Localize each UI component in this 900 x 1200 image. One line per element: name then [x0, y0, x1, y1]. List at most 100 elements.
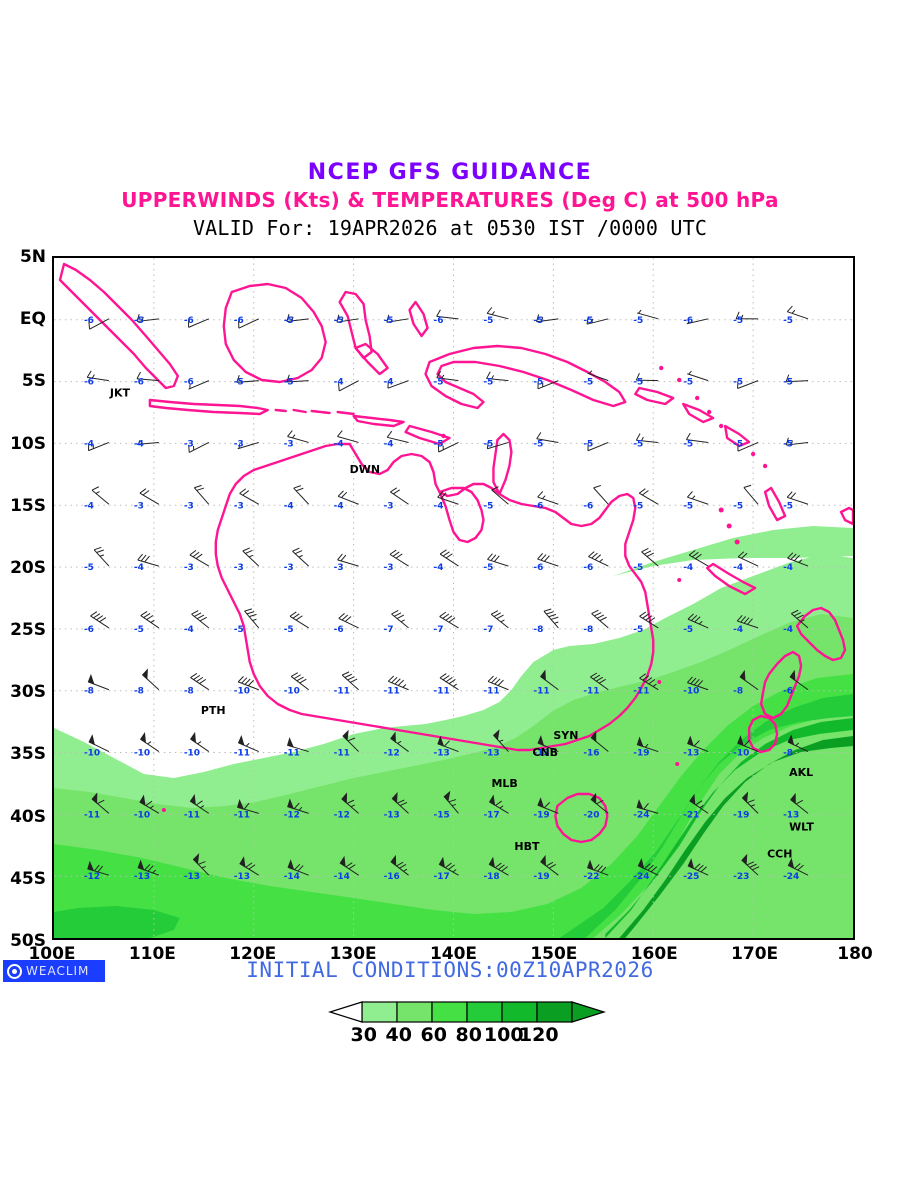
wind-barb	[237, 734, 259, 753]
temperature-value: -13	[384, 810, 400, 820]
wind-barb	[293, 485, 310, 505]
wind-barb	[490, 610, 509, 629]
temperature-value: -3	[184, 501, 194, 511]
wind-barb	[88, 734, 110, 752]
colorbar-tick-60: 60	[420, 1024, 447, 1046]
temperature-value: -3	[134, 501, 144, 511]
wind-barb	[88, 318, 110, 330]
wind-barb	[687, 676, 709, 691]
colorbar[interactable]	[322, 1000, 612, 1024]
wind-barb	[540, 854, 559, 876]
wind-barb	[739, 669, 759, 691]
wind-barb	[785, 437, 809, 446]
temperature-value: -19	[633, 749, 649, 759]
wind-barb	[543, 608, 559, 629]
temperature-value: -3	[334, 563, 344, 573]
colorbar-tick-30: 30	[350, 1024, 377, 1046]
wind-barb	[136, 440, 159, 445]
wind-barb	[636, 309, 659, 320]
y-axis-tick-5s: 5S	[21, 371, 46, 392]
city-labels: JKT DWN PTH SYN CNB MLB HBT AKL WLT CCH	[109, 386, 814, 860]
wind-barb	[139, 794, 160, 814]
temperature-value: -5	[633, 625, 643, 635]
temperature-value: -5	[783, 316, 793, 326]
wind-barb	[438, 856, 459, 876]
wind-barb	[736, 615, 759, 629]
wind-barb	[593, 484, 609, 505]
temperature-value: -6	[583, 563, 593, 573]
wind-barb	[789, 669, 809, 691]
wind-barb	[93, 546, 110, 567]
wind-barb	[289, 611, 309, 629]
temperature-value: -5	[483, 563, 493, 573]
y-axis-tick-30s: 30S	[10, 682, 46, 703]
temperature-value: -5	[533, 439, 543, 449]
wind-barb	[386, 314, 409, 323]
wind-barb	[91, 792, 110, 814]
wind-barb	[790, 792, 809, 814]
x-axis-tick-180: 180	[837, 944, 873, 964]
wind-barb	[641, 547, 659, 567]
temperature-value: -5	[483, 501, 493, 511]
y-axis-tick-45s: 45S	[10, 868, 46, 889]
temperature-value: -20	[583, 810, 599, 820]
temperature-value: -4	[84, 501, 94, 511]
weaclim-logo[interactable]: WEACLIM	[3, 960, 105, 982]
map-plot-frame[interactable]: -6 -5 -6 -6 -5 -5 -5 -6 -5 -5 -5 -5 -6 -5 -5 -6 -6 -6 -5 -5…	[52, 256, 855, 940]
city-label-akl: AKL	[789, 766, 813, 779]
temperature-value: -12	[84, 872, 100, 882]
temperature-value: -15	[434, 810, 450, 820]
temperature-value: -5	[583, 439, 593, 449]
page-title-agency: NCEP GFS GUIDANCE	[307, 160, 593, 185]
temperature-value: -10	[683, 687, 699, 697]
wind-barb	[287, 859, 309, 876]
temperature-value: -6	[533, 563, 543, 573]
colorbar-cell-120	[536, 1001, 573, 1023]
wind-barb	[743, 484, 759, 505]
temperature-value: -19	[733, 810, 749, 820]
wind-barb	[686, 318, 709, 325]
wind-barb	[337, 430, 359, 443]
temperature-value: -17	[434, 872, 450, 882]
title-block: NCEP GFS GUIDANCE UPPERWINDS (Kts) & TEM…	[0, 160, 900, 242]
temperature-value: -6	[334, 625, 344, 635]
temperature-value: -25	[683, 872, 699, 882]
temperature-value: -5	[733, 316, 743, 326]
wind-barb	[239, 488, 259, 505]
temperature-value: -16	[384, 872, 400, 882]
temperature-value: -4	[783, 625, 793, 635]
temperature-value: -12	[284, 810, 300, 820]
wind-barb	[193, 484, 210, 505]
wind-barb	[287, 798, 309, 814]
temperature-value: -5	[683, 625, 693, 635]
wind-barb	[587, 441, 609, 452]
temperature-value: -19	[533, 872, 549, 882]
wind-barb	[237, 441, 259, 450]
temperature-value: -11	[284, 749, 300, 759]
wind-barb	[540, 669, 559, 691]
temperature-value: -11	[234, 810, 250, 820]
temperature-value: -3	[234, 439, 244, 449]
y-axis-tick-20s: 20S	[10, 557, 46, 578]
wind-barb	[639, 611, 659, 629]
wind-barb	[141, 668, 160, 691]
wind-barb	[190, 731, 210, 752]
wind-barb	[189, 549, 210, 567]
weaclim-circle-icon	[7, 963, 22, 979]
wind-barb	[639, 673, 659, 691]
wind-barb	[685, 432, 709, 443]
y-axis-tick-35s: 35S	[10, 744, 46, 765]
wind-barb	[586, 316, 609, 325]
city-label-mlb: MLB	[491, 777, 517, 790]
colorbar-tick-labels: 30 40 60 80 100 120	[322, 1024, 622, 1048]
wind-barb	[638, 488, 659, 505]
temperature-value: -5	[483, 378, 493, 388]
temperature-value: -5	[533, 378, 543, 388]
temperature-value: -5	[633, 378, 643, 388]
wind-barb	[741, 791, 759, 814]
temperature-value: -8	[184, 687, 194, 697]
temperature-value: -11	[483, 687, 499, 697]
map-canvas[interactable]: -6 -5 -6 -6 -5 -5 -5 -6 -5 -5 -5 -5 -6 -5 -5 -6 -6 -6 -5 -5…	[54, 258, 853, 938]
wind-barb	[439, 611, 459, 629]
temperature-value: -10	[84, 749, 100, 759]
